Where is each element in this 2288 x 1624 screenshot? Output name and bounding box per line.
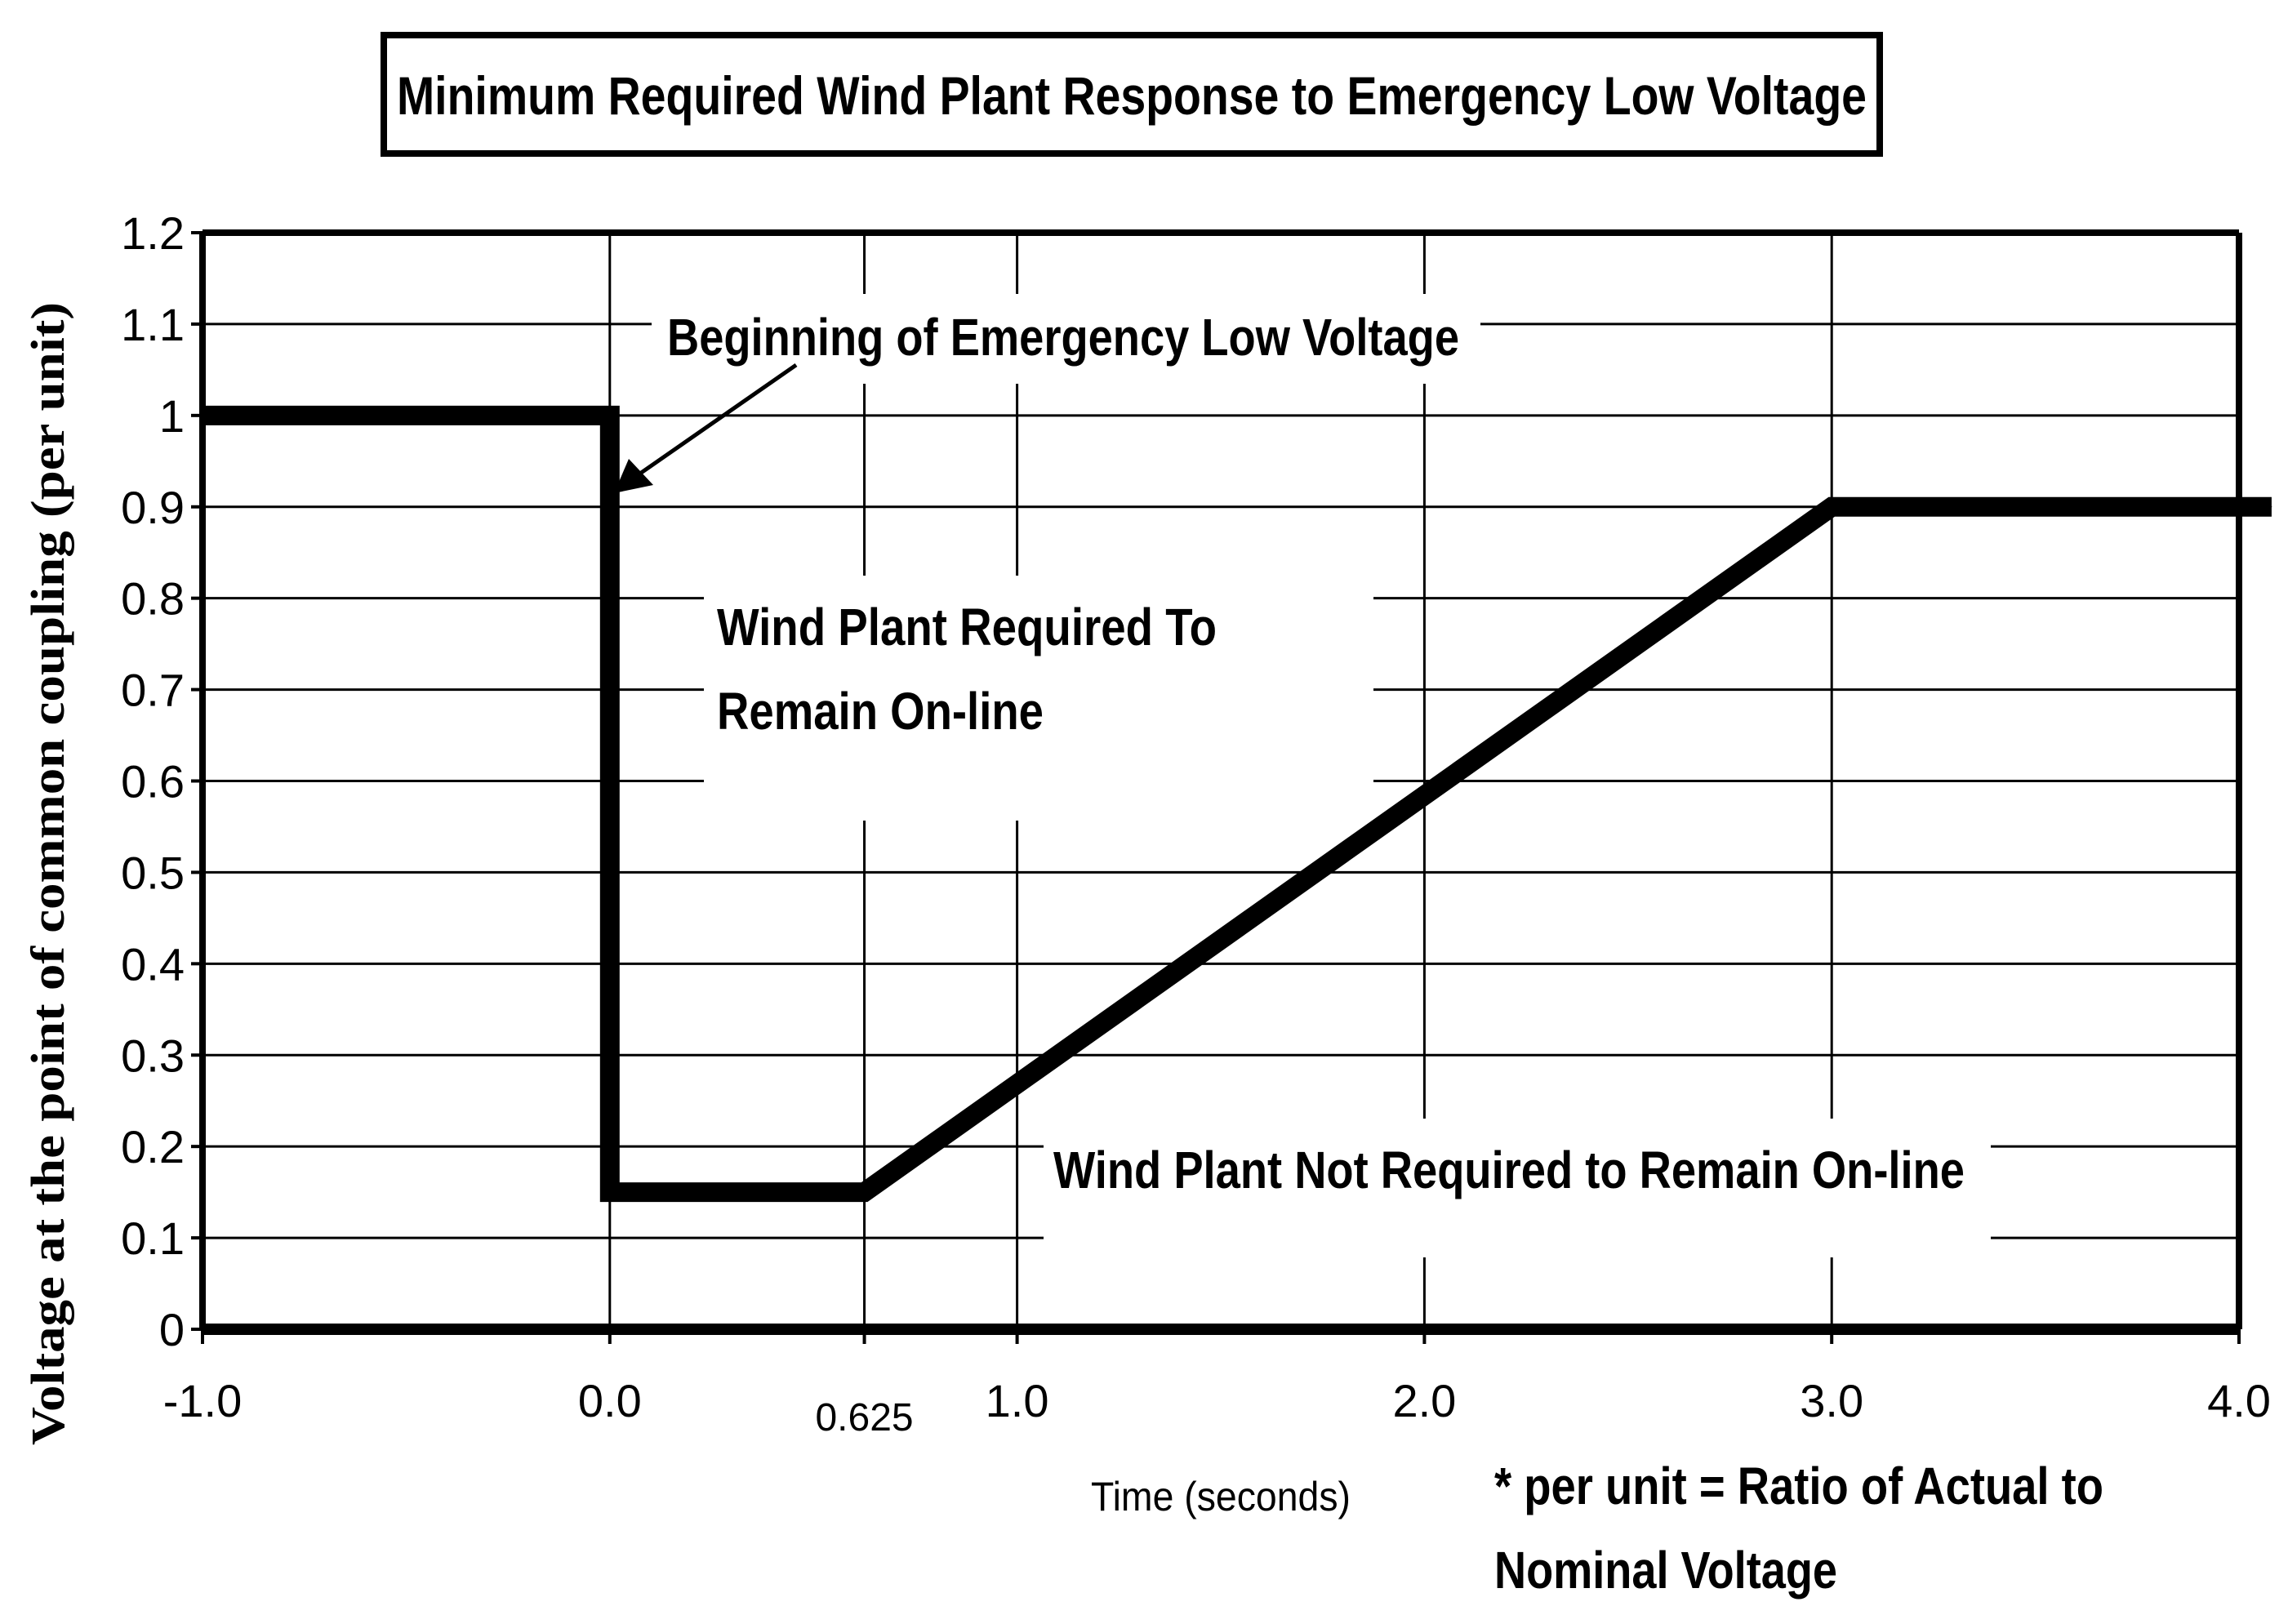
series-point: [2271, 506, 2272, 508]
annotation-required-line1: Wind Plant Required To: [717, 598, 1217, 656]
x-axis-title: Time (seconds): [1091, 1474, 1351, 1519]
y-tick-label: 1: [159, 390, 185, 442]
y-tick-label: 0.8: [121, 573, 185, 625]
y-tick-label: 1.1: [121, 299, 185, 350]
y-tick-label: 0.1: [121, 1212, 185, 1264]
annotation-beginning: Beginning of Emergency Low Voltage: [667, 308, 1459, 367]
annotation-arrow: [614, 363, 798, 493]
series-point: [864, 1191, 866, 1193]
x-tick-label: -1.0: [163, 1375, 243, 1426]
footnote-line1: * per unit = Ratio of Actual to: [1494, 1457, 2103, 1515]
chart-title: Minimum Required Wind Plant Response to …: [397, 65, 1867, 126]
x-tick-labels: -1.0 0.0 0.625 1.0 2.0 3.0 4.0: [163, 1329, 2271, 1439]
x-tick-label: 1.0: [986, 1375, 1049, 1426]
label-bg-not-required: [1044, 1119, 1991, 1257]
y-tick-label: 0.9: [121, 482, 185, 533]
series-point: [609, 1191, 611, 1193]
label-bg-required: [704, 576, 1373, 821]
y-tick-label: 0.4: [121, 938, 185, 990]
annotation-required-line2: Remain On-line: [717, 682, 1044, 741]
x-tick-label: 2.0: [1392, 1375, 1456, 1426]
annotation-not-required: Wind Plant Not Required to Remain On-lin…: [1053, 1141, 1965, 1199]
series-layer: [202, 405, 2272, 1203]
y-tick-label: 1.2: [121, 207, 185, 259]
x-tick-label: 4.0: [2207, 1375, 2271, 1426]
x-tick-label: 3.0: [1800, 1375, 1863, 1426]
series-point: [609, 415, 611, 416]
title-box: [381, 32, 1883, 157]
y-tick-label: 0.6: [121, 756, 185, 808]
y-tick-label: 0.3: [121, 1030, 185, 1081]
series-line: [203, 405, 2272, 1203]
y-axis-title: Voltage at the point of common coupling …: [21, 302, 74, 1445]
y-tick-labels: 0 0.1 0.2 0.3 0.4 0.5 0.6 0.7 0.8 0.9 1 1.1 1.2: [121, 207, 203, 1355]
y-tick-label: 0: [159, 1304, 185, 1355]
y-tick-label: 0.2: [121, 1121, 185, 1172]
x-tick-label: 0.0: [578, 1375, 642, 1426]
y-tick-label: 0.7: [121, 665, 185, 716]
y-tick-label: 0.5: [121, 847, 185, 898]
footnote-line2: Nominal Voltage: [1494, 1541, 1837, 1600]
x-tick-label: 0.625: [815, 1396, 913, 1439]
